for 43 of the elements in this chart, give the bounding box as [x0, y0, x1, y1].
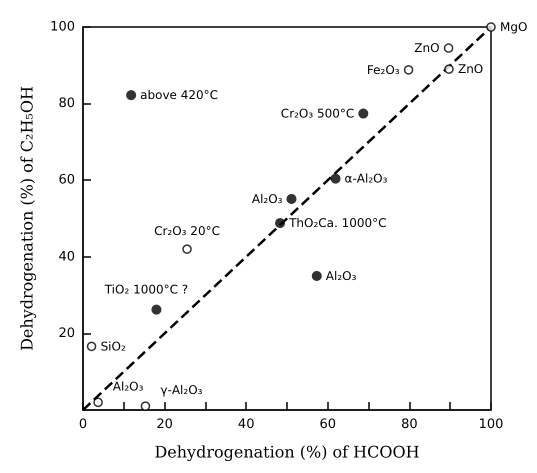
point	[151, 304, 162, 315]
annotation: Al₂O₃	[252, 192, 283, 206]
annotation: α-Al₂O₃	[344, 172, 388, 186]
x-tick-label: 20	[156, 417, 173, 432]
point	[93, 398, 103, 408]
annotation: Al₂O₃	[112, 379, 144, 394]
point	[404, 65, 414, 75]
y-tick-label: 40	[58, 249, 75, 264]
annotation: SiO₂	[100, 339, 126, 354]
x-tick-label: 0	[78, 417, 88, 432]
point	[140, 401, 150, 411]
y-tick-label: 80	[58, 96, 75, 112]
annotation: Al₂O₃	[326, 268, 357, 283]
annotation: Fe₂O₃	[366, 62, 400, 77]
y-tick-label: 100	[50, 20, 75, 34]
point	[286, 194, 296, 204]
annotation: ZnO	[414, 41, 440, 56]
x-tick-label: 40	[238, 417, 254, 432]
point	[312, 270, 322, 281]
x-tick-label: 100	[478, 417, 504, 432]
point	[86, 342, 96, 352]
x-tick-label: 60	[320, 417, 336, 432]
annotation: ThO₂Ca. 1000°C	[288, 216, 387, 230]
point	[444, 64, 454, 74]
annotation: above 420°C	[140, 88, 218, 102]
annotation: Cr₂O₃ 20°C	[154, 224, 220, 238]
point	[358, 108, 368, 119]
annotation: Cr₂O₃ 500°C	[280, 106, 354, 121]
y-tick-label: 60	[58, 172, 75, 188]
annotation: ZnO	[458, 62, 484, 76]
x-tick-label: 80	[401, 417, 418, 432]
annotation: γ-Al₂O₃	[160, 383, 203, 398]
point	[275, 218, 286, 228]
x-axis-title: Dehydrogenation (%) of HCOOH	[154, 442, 420, 462]
annotation: TiO₂ 1000°C ?	[104, 282, 188, 297]
point	[182, 244, 192, 254]
annotation: MgO	[500, 20, 528, 34]
point	[444, 43, 454, 53]
point	[126, 90, 136, 100]
point	[486, 22, 496, 32]
y-axis-title: Dehydrogenation (%) of C₂H₅OH	[18, 86, 36, 351]
point	[330, 174, 341, 184]
y-tick-label: 20	[58, 326, 75, 341]
